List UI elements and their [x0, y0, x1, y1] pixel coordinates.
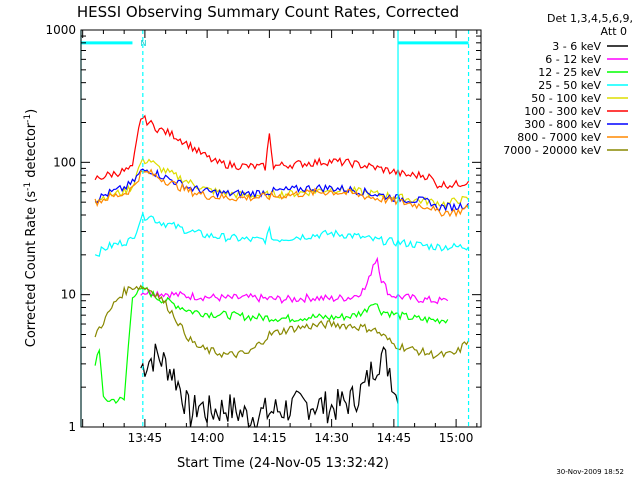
x-tick-label: 14:30 [314, 431, 349, 445]
x-tick-label: 14:00 [190, 431, 225, 445]
plot-series [94, 114, 470, 429]
series-line [94, 284, 470, 360]
series-line [94, 156, 470, 209]
legend-entry-label: 12 - 25 keV [538, 66, 601, 79]
series-line [94, 168, 470, 213]
x-axis: 13:45 14:00 14:15 14:30 14:45 15:00 [82, 30, 478, 445]
series-line [140, 343, 399, 429]
legend-entry-label: 25 - 50 keV [538, 79, 601, 92]
x-tick-label: 14:15 [252, 431, 287, 445]
y-axis-title-part: ) [24, 109, 39, 114]
attenuator-state-label: N [140, 39, 146, 48]
y-tick-label: 100 [53, 155, 76, 169]
legend-entry-label: 7000 - 20000 keV [503, 144, 601, 157]
series-line [94, 211, 470, 257]
y-axis-title-superscript: -1 [23, 114, 33, 123]
series-line [94, 114, 470, 190]
y-tick-label: 1000 [45, 23, 76, 37]
x-axis-title: Start Time (24-Nov-05 13:32:42) [177, 456, 389, 471]
x-tick-label: 15:00 [439, 431, 474, 445]
plot-frame [80, 29, 482, 428]
legend-entry-label: 100 - 300 keV [524, 105, 601, 118]
footer-date: 30-Nov-2009 18:52 [556, 468, 624, 476]
y-axis-title-part: Corrected Count Rate (s [24, 191, 39, 348]
series-line [94, 168, 470, 218]
x-tick-label: 13:45 [128, 431, 163, 445]
plot-overlays: N [80, 30, 470, 427]
legend-header-line: Det 1,3,4,5,6,9, [547, 12, 633, 25]
y-axis-title-superscript: -1 [23, 182, 33, 191]
y-axis-title-part: detector [24, 122, 39, 182]
series-line [140, 256, 449, 305]
y-tick-label: 1 [68, 420, 76, 434]
legend-entry-label: 800 - 7000 keV [517, 131, 601, 144]
x-tick-label: 14:45 [377, 431, 412, 445]
y-tick-label: 10 [61, 288, 76, 302]
legend-entry-label: 50 - 100 keV [531, 92, 601, 105]
legend-entry-label: 300 - 800 keV [524, 118, 601, 131]
y-axis-title: Corrected Count Rate (s-1 detector-1) [23, 109, 39, 347]
legend-entry-label: 6 - 12 keV [545, 53, 601, 66]
y-axis: 1 10 100 1000 [45, 23, 481, 434]
series-line [94, 285, 449, 404]
chart-title: HESSI Observing Summary Count Rates, Cor… [77, 3, 459, 21]
legend-entry-label: 3 - 6 keV [552, 40, 601, 53]
legend-header-line: Att 0 [601, 25, 627, 38]
